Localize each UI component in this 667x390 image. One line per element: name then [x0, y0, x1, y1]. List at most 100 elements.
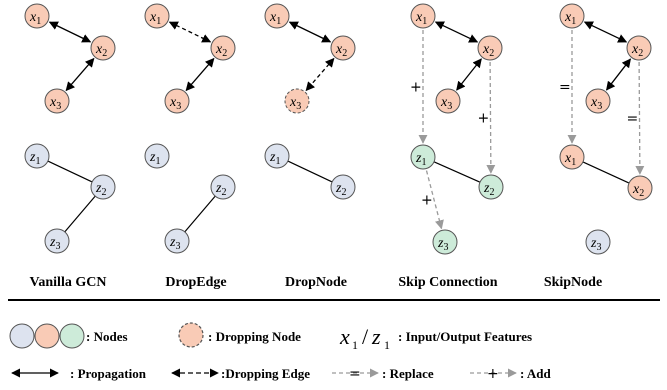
node-circle — [330, 35, 356, 61]
node-x1: x1 — [144, 3, 170, 29]
legend-io-x: x — [339, 324, 350, 349]
edge-propagation-x1-x2 — [583, 21, 628, 43]
node-circle — [284, 88, 310, 114]
node-z1: z1 — [24, 143, 50, 169]
panel-label-vanilla-gcn: Vanilla GCN — [30, 275, 107, 290]
node-circle — [144, 3, 170, 29]
edge-add-z1-z3 — [425, 170, 444, 230]
legend-replace-op: = — [349, 366, 361, 382]
node-x1: x1 — [559, 3, 585, 29]
legend-node-blue — [9, 323, 35, 349]
legend-dropping-node — [178, 322, 204, 348]
node-label: z1 — [415, 151, 426, 168]
node-circle — [585, 88, 611, 114]
legend-replace-label: : Replace — [382, 366, 434, 381]
panel-dropnode: x1 x2 x3 z1 z2 — [264, 3, 356, 200]
edge-propagation-x1-x2 — [288, 21, 332, 43]
node-x2: x2 — [90, 35, 116, 61]
node-x2: x2 — [477, 35, 503, 61]
node-label: z3 — [437, 236, 448, 253]
legend-node-green — [59, 323, 85, 349]
legend-add-op: + — [487, 366, 499, 382]
node-x1: x1 — [559, 144, 585, 170]
legend-dropping-node-label: : Dropping Node — [208, 329, 301, 344]
edge-line-z1-z2 — [287, 160, 333, 183]
node-x1: x1 — [264, 3, 290, 29]
legend: : Nodes : Dropping Node x 1 / z 1 : Inpu… — [9, 322, 551, 382]
panel-dropedge: x1 x2 x3 z1 z2 z3 — [144, 3, 236, 254]
edge-propagation-x2-x3 — [185, 57, 215, 92]
legend-dropping-edge-label: :Dropping Edge — [221, 366, 310, 381]
node-z3: z3 — [432, 229, 458, 255]
node-label: z2 — [483, 181, 494, 198]
panel-skipnode: = = x1 x2 x3 x1 x2 z3 — [559, 3, 653, 255]
edge-line-z2-z3 — [184, 195, 216, 233]
node-circle — [210, 174, 236, 200]
node-circle — [478, 174, 504, 200]
node-circle — [90, 174, 116, 200]
node-x3: x3 — [585, 88, 611, 114]
node-circle — [144, 143, 170, 169]
node-circle — [410, 3, 436, 29]
edge-add-x2-z2 — [486, 61, 496, 174]
node-x2: x2 — [626, 35, 652, 61]
legend-io-z-sub: 1 — [384, 338, 390, 352]
node-z2: z2 — [90, 174, 116, 200]
node-z1: z1 — [410, 144, 436, 170]
op-replace-x2-z2: = — [627, 111, 639, 127]
node-circle — [435, 88, 461, 114]
legend-nodes-label: : Nodes — [86, 329, 128, 344]
node-x2: x2 — [210, 35, 236, 61]
edge-propagation-x2-x3 — [606, 58, 631, 91]
op-add-z1-z3: + — [421, 193, 433, 209]
node-z1: z1 — [144, 143, 170, 169]
node-circle — [477, 35, 503, 61]
op-add-x2-z2: + — [478, 111, 490, 127]
node-circle — [210, 35, 236, 61]
edge-line-z1-z2 — [47, 160, 93, 183]
node-circle — [164, 228, 190, 254]
op-add-x1-z1: + — [410, 80, 422, 96]
legend-add-label: : Add — [520, 366, 551, 381]
node-x3: x3 — [44, 88, 70, 114]
node-x3: x3 — [164, 88, 190, 114]
node-circle — [330, 174, 356, 200]
node-label: z3 — [49, 235, 60, 252]
node-x3: x3 — [284, 88, 310, 114]
node-label: z2 — [215, 181, 226, 198]
node-circle — [410, 144, 436, 170]
node-z2: z2 — [330, 174, 356, 200]
node-x2: x2 — [627, 175, 653, 201]
panel-label-dropnode: DropNode — [285, 275, 347, 290]
op-replace-x1-z1: = — [559, 80, 571, 96]
edge-propagation-x2-x3 — [456, 58, 482, 91]
edge-dropping-edge-x1-x2 — [168, 21, 212, 43]
edge-propagation-x1-x2 — [48, 21, 92, 43]
node-circle — [559, 144, 585, 170]
node-x3: x3 — [435, 88, 461, 114]
legend-node-orange — [34, 323, 60, 349]
node-circle — [626, 35, 652, 61]
node-circle — [44, 88, 70, 114]
node-circle — [627, 175, 653, 201]
edge-line-z1-z2 — [433, 161, 481, 183]
node-circle — [432, 229, 458, 255]
node-circle — [164, 88, 190, 114]
panel-label-skipnode: SkipNode — [544, 275, 602, 290]
legend-io-x-sub: 1 — [352, 338, 358, 352]
legend-io-label: : Input/Output Features — [398, 329, 532, 344]
panel-vanilla-gcn: x1 x2 x3 z1 z2 z3 — [24, 3, 116, 254]
node-label: z2 — [95, 181, 106, 198]
edge-propagation-x1-x2 — [434, 21, 479, 43]
node-x1: x1 — [24, 3, 50, 29]
node-z2: z2 — [210, 174, 236, 200]
edge-propagation-x2-x3 — [65, 57, 95, 92]
node-circle — [44, 228, 70, 254]
node-z1: z1 — [264, 143, 290, 169]
legend-io-z: z — [371, 324, 381, 349]
legend-io-sep: / — [362, 324, 369, 349]
panel-skip-connection: + + + x1 x2 x3 z1 z2 z3 — [410, 3, 504, 255]
node-label: z1 — [29, 150, 40, 167]
node-label: z1 — [269, 150, 280, 167]
